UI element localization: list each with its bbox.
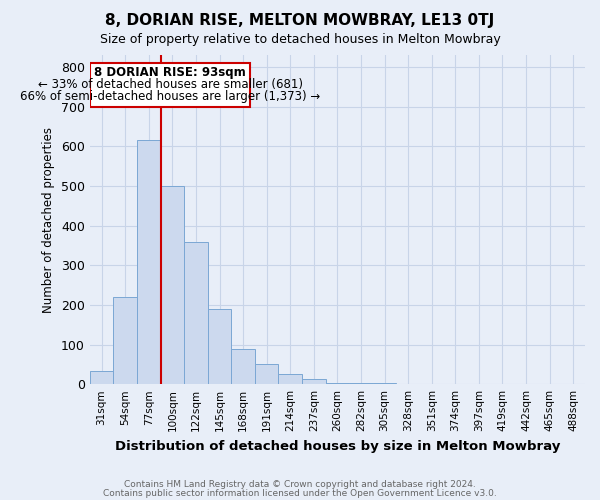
Bar [208, 309, 232, 384]
Y-axis label: Number of detached properties: Number of detached properties [43, 126, 55, 312]
Text: Contains HM Land Registry data © Crown copyright and database right 2024.: Contains HM Land Registry data © Crown c… [124, 480, 476, 489]
Bar [326, 383, 349, 384]
Bar [90, 371, 113, 384]
Text: 8 DORIAN RISE: 93sqm: 8 DORIAN RISE: 93sqm [94, 66, 246, 79]
Bar [232, 350, 255, 384]
Text: 66% of semi-detached houses are larger (1,373) →: 66% of semi-detached houses are larger (… [20, 90, 320, 104]
Bar [302, 378, 326, 384]
Bar [278, 374, 302, 384]
Text: 8, DORIAN RISE, MELTON MOWBRAY, LE13 0TJ: 8, DORIAN RISE, MELTON MOWBRAY, LE13 0TJ [106, 12, 494, 28]
Bar [184, 242, 208, 384]
Bar [255, 364, 278, 384]
Bar [137, 140, 161, 384]
X-axis label: Distribution of detached houses by size in Melton Mowbray: Distribution of detached houses by size … [115, 440, 560, 452]
FancyBboxPatch shape [90, 63, 250, 106]
Bar [161, 186, 184, 384]
Text: Size of property relative to detached houses in Melton Mowbray: Size of property relative to detached ho… [100, 32, 500, 46]
Text: ← 33% of detached houses are smaller (681): ← 33% of detached houses are smaller (68… [38, 78, 302, 91]
Bar [113, 297, 137, 384]
Text: Contains public sector information licensed under the Open Government Licence v3: Contains public sector information licen… [103, 488, 497, 498]
